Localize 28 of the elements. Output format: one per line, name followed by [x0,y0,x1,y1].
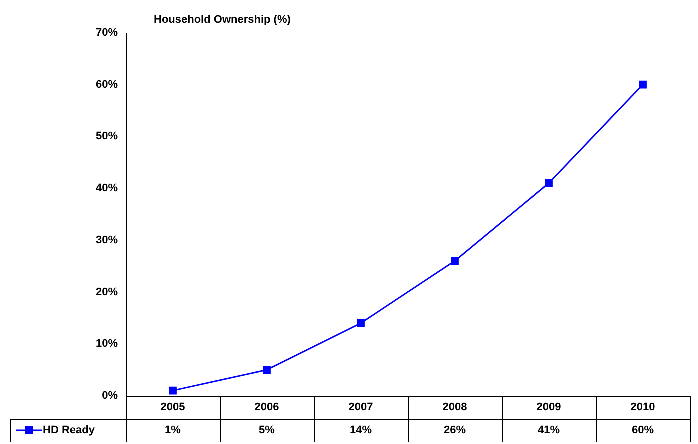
point [639,80,647,89]
data-label: 26% [444,424,466,437]
data-label: 60% [632,424,654,437]
point [169,386,177,395]
chart-title: Household Ownership (%) [154,14,292,26]
x-tick-label: 2007 [348,402,374,414]
data-label: 14% [350,424,372,437]
y-tick-label: 40% [96,182,118,195]
y-tick-label: 60% [96,78,118,91]
data-label: 5% [259,424,276,437]
point [263,366,271,374]
data-label: 1% [165,424,182,437]
y-tick-label: 70% [96,27,118,40]
y-tick-label: 10% [96,338,118,350]
point [357,319,365,328]
data-label: 41% [538,424,560,437]
y-tick-label: 50% [96,130,118,143]
point [451,257,459,266]
y-tick-label: 30% [96,234,118,246]
y-tick-label: 20% [96,286,118,298]
x-tick-label: 2008 [442,402,468,414]
x-tick-label: 2005 [160,402,186,414]
point [545,179,553,188]
x-tick-label: 2009 [536,402,562,414]
legend-label: HD Ready [43,424,96,437]
x-tick-label: 2006 [254,402,280,414]
y-tick-label: 0% [102,390,118,402]
x-tick-label: 2010 [630,402,656,414]
